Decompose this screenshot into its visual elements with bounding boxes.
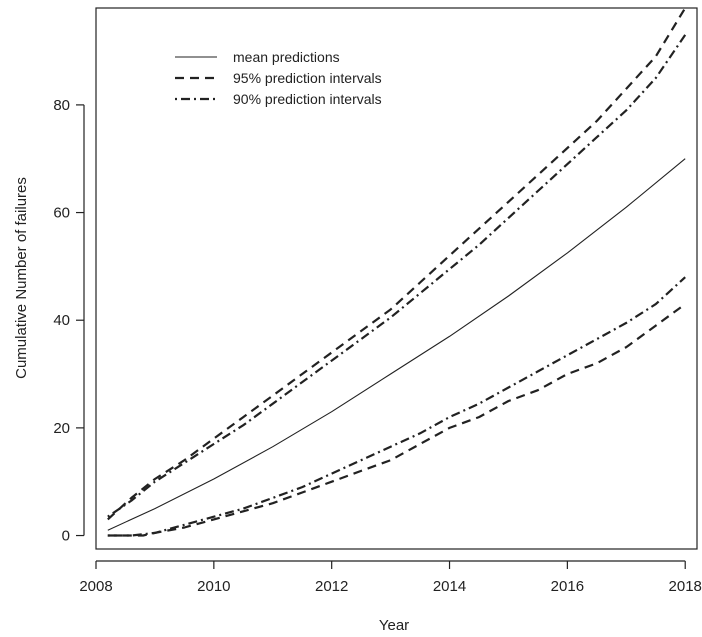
legend-label: mean predictions [233,49,340,65]
y-tick-label: 20 [53,420,70,437]
series-line-90-prediction-intervals-upper [107,34,687,518]
y-axis: 0 20 40 60 80 [53,97,85,545]
x-tick-label: 2018 [669,578,702,595]
plot-frame [95,7,698,550]
y-tick-label: 40 [53,312,70,329]
x-tick-label: 2012 [315,578,348,595]
x-tick-label: 2008 [79,578,112,595]
x-axis-label: Year [379,617,409,634]
y-tick-label: 80 [53,97,70,114]
x-axis: 2008 2010 2012 2014 2016 2018 [79,560,702,595]
legend-label: 95% prediction intervals [233,70,382,86]
x-tick-label: 2010 [197,578,230,595]
legend: mean predictions 95% prediction intervals… [175,49,382,107]
series-line-95-prediction-intervals-upper [107,8,687,521]
series-line-mean-predictions [107,158,686,531]
series-line-90-prediction-intervals-lower [107,276,686,537]
series-layer [107,8,687,537]
legend-label: 90% prediction intervals [233,91,382,107]
x-tick-label: 2014 [433,578,466,595]
y-tick-label: 60 [53,205,70,222]
y-axis-label: Cumulative Number of failures [13,177,30,379]
y-tick-label: 0 [62,528,70,545]
series-line-95-prediction-intervals-lower [107,303,686,537]
x-tick-label: 2016 [551,578,584,595]
